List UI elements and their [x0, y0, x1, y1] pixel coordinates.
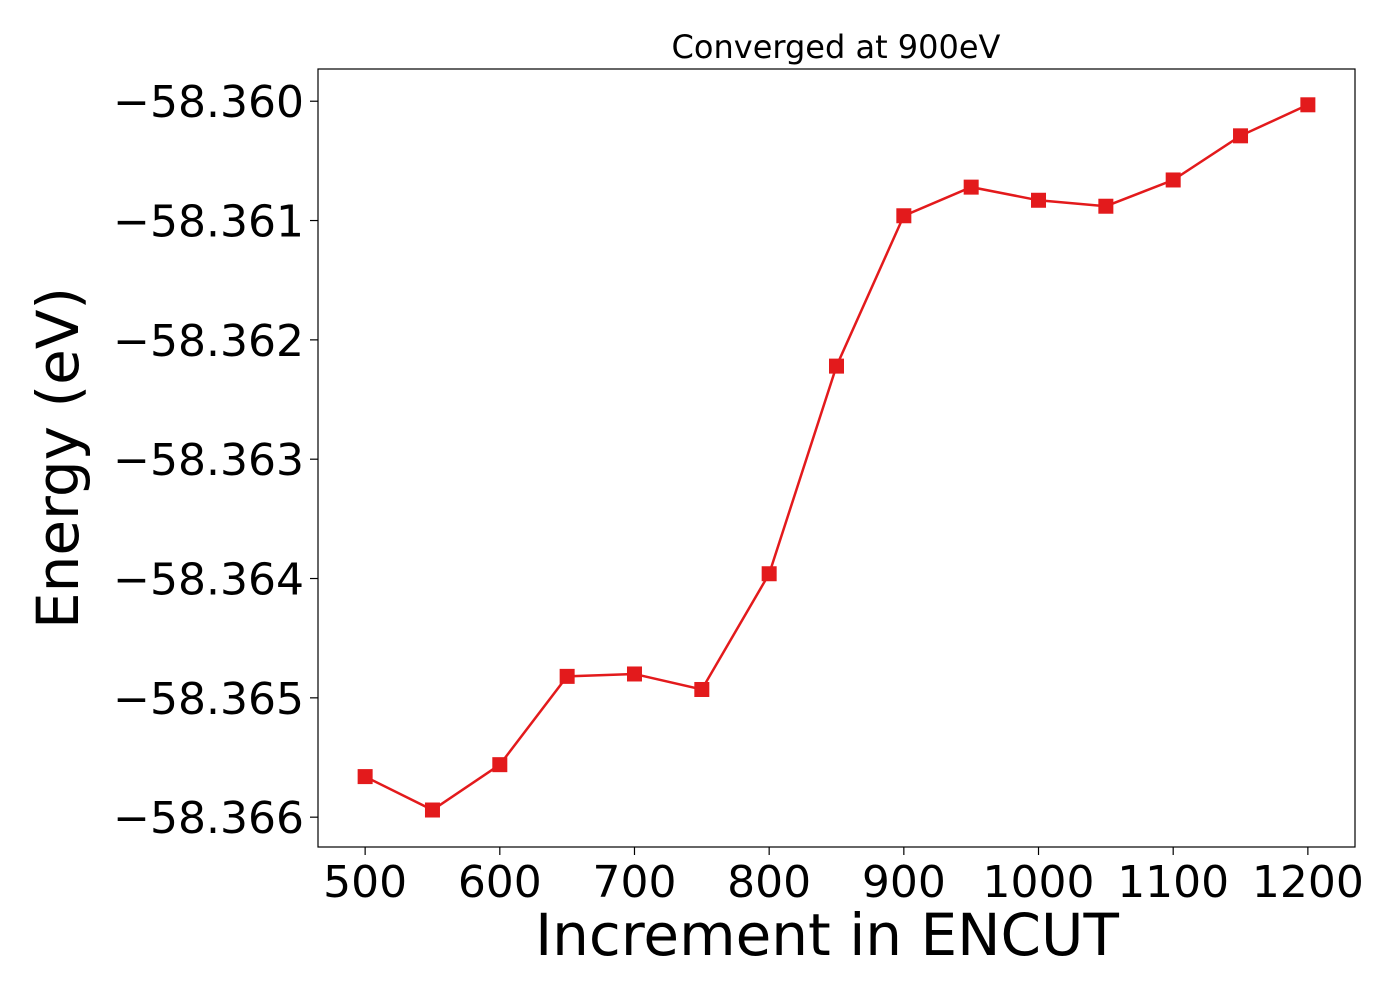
series-layer: [357, 97, 1316, 818]
data-point-marker: [829, 358, 844, 374]
data-point-marker: [1098, 198, 1114, 214]
x-tick-label: 1100: [1117, 857, 1229, 908]
x-axis-label: Increment in ENCUT: [535, 901, 1119, 969]
y-tick-label: −58.361: [113, 197, 304, 248]
data-point-marker: [1300, 97, 1316, 113]
data-point-marker: [559, 668, 575, 684]
plot-area-frame: [317, 68, 1356, 848]
data-point-marker: [357, 769, 373, 785]
data-point-marker: [761, 566, 777, 582]
data-point-marker: [1031, 192, 1047, 208]
x-tick-label: 1000: [983, 857, 1095, 908]
data-point-marker: [694, 681, 710, 697]
y-axis: −58.360 −58.361 −58.362 −58.363 −58.364 −58.3…: [113, 77, 318, 844]
chart-title: Converged at 900eV: [672, 28, 1001, 66]
y-tick-label: −58.365: [113, 674, 304, 725]
x-axis: 500 600 700 800 900 1000 1100 1200: [323, 847, 1364, 908]
data-point-marker: [963, 179, 979, 195]
y-tick-label: −58.360: [113, 77, 304, 128]
x-tick-label: 900: [862, 857, 946, 908]
data-point-marker: [626, 666, 642, 682]
data-point-marker: [1233, 128, 1249, 144]
data-point-marker: [1165, 172, 1181, 188]
x-tick-label: 1200: [1252, 857, 1364, 908]
y-tick-label: −58.364: [113, 555, 304, 606]
data-point-marker: [896, 208, 912, 224]
x-tick-label: 500: [323, 857, 407, 908]
y-tick-label: −58.362: [113, 316, 304, 367]
x-tick-label: 700: [592, 857, 676, 908]
data-point-marker: [424, 802, 440, 818]
y-tick-label: −58.363: [113, 435, 304, 486]
x-tick-label: 800: [727, 857, 811, 908]
data-point-marker: [492, 757, 508, 773]
x-tick-label: 600: [458, 857, 542, 908]
series-line: [364, 103, 1309, 812]
y-axis-label: Energy (eV): [24, 287, 92, 629]
y-tick-label: −58.366: [113, 793, 304, 844]
